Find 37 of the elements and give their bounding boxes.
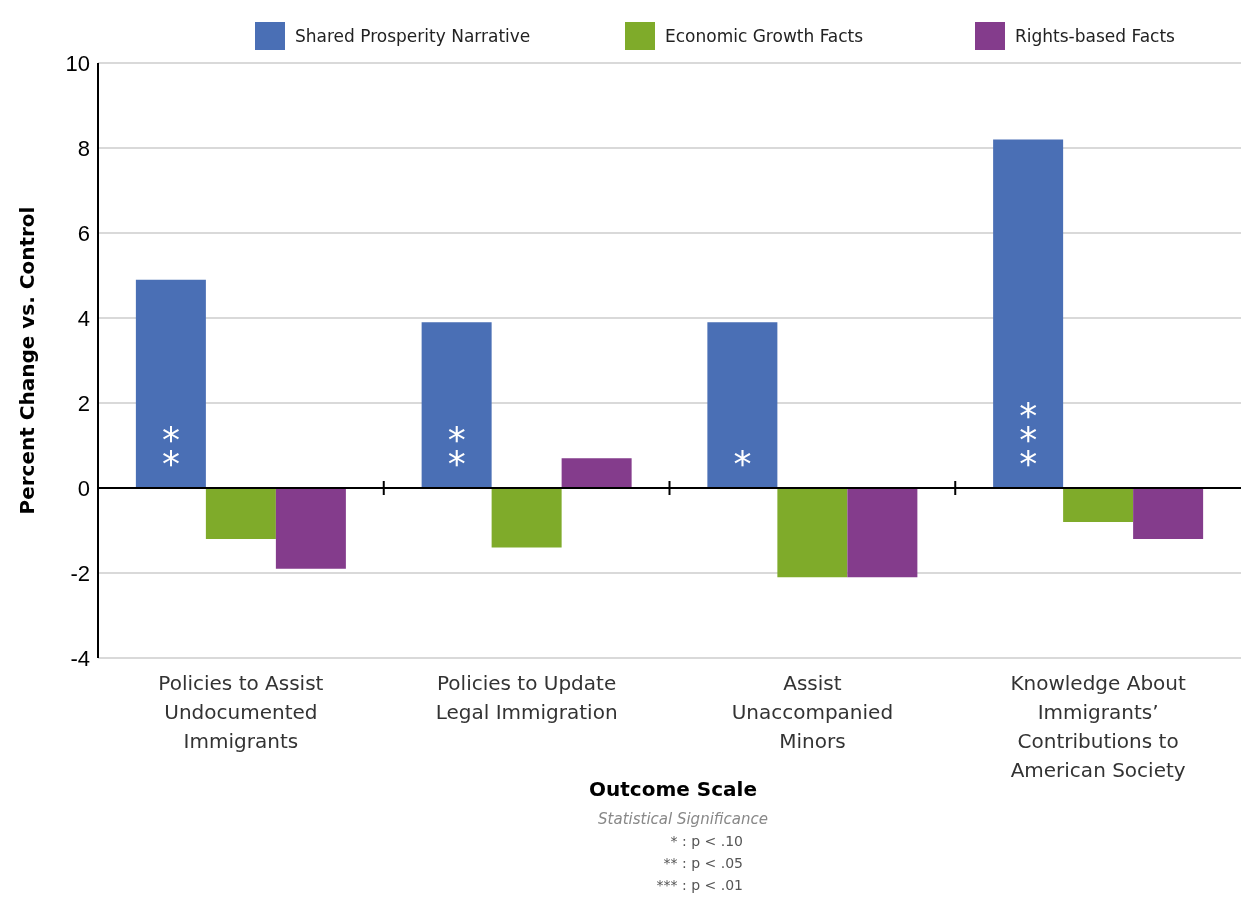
- bar: [561, 458, 632, 488]
- y-tick-label: 2: [77, 390, 90, 416]
- x-tick-label: Knowledge About Immigrants’ Contributions to American Society: [1010, 671, 1186, 782]
- y-tick-label: 4: [77, 305, 90, 331]
- x-axis-title: Outcome Scale: [589, 777, 757, 801]
- text: * : p < .10: [670, 833, 743, 849]
- x-tick-label: Policies to Update Legal Immigration: [435, 671, 618, 724]
- y-axis-title: Percent Change vs. Control: [15, 206, 39, 515]
- bar: [135, 279, 206, 488]
- legend-label: Shared Prosperity Narrative: [295, 25, 531, 46]
- legend-label: Economic Growth Facts: [665, 25, 864, 46]
- y-tick-label: 0: [77, 475, 90, 501]
- y-tick-label: 6: [77, 220, 90, 246]
- annotation: ***: [1019, 395, 1038, 484]
- bar: [707, 322, 778, 488]
- legend-label: Rights-based Facts: [1015, 25, 1176, 46]
- bar: [993, 139, 1064, 488]
- text: *** : p < .01: [656, 877, 743, 893]
- bar: [205, 488, 276, 539]
- annotation: **: [161, 419, 180, 484]
- y-tick-label: 10: [65, 50, 90, 76]
- text: Statistical Significance: [598, 810, 768, 828]
- y-tick-label: -4: [70, 645, 90, 671]
- x-tick-label: Assist Unaccompanied Minors: [731, 671, 894, 753]
- bar: [777, 488, 848, 578]
- bar: [491, 488, 562, 548]
- y-tick-label: -2: [70, 560, 90, 586]
- bar: [1133, 488, 1204, 539]
- bar: [847, 488, 918, 578]
- y-tick-label: 8: [77, 135, 90, 161]
- annotation: *: [733, 443, 752, 484]
- bar: [421, 322, 492, 488]
- annotation: **: [447, 419, 466, 484]
- bar: [275, 488, 346, 569]
- text: ** : p < .05: [663, 855, 743, 871]
- x-tick-label: Policies to Assist Undocumented Immigrants: [158, 671, 324, 753]
- bar: [1063, 488, 1134, 522]
